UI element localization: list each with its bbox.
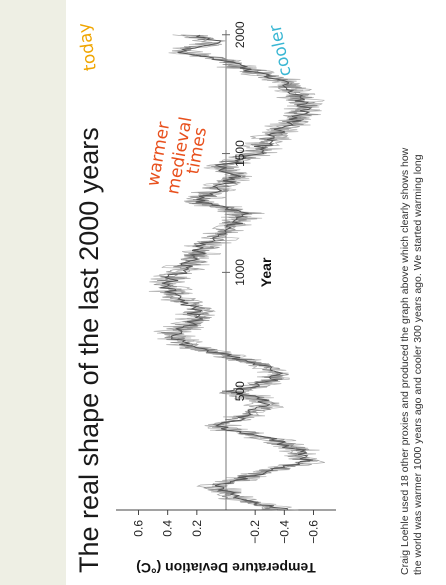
side-panel [0,0,66,585]
chart: Temperature Deviation (°C) Year warmer m… [66,0,446,585]
annotation-today: today [74,21,101,72]
y-tick-label: 0.4 [161,520,175,537]
caption: Craig Loehle used 18 other proxies and p… [399,5,425,575]
x-tick-label: 500 [233,381,247,401]
caption-line-1: Craig Loehle used 18 other proxies and p… [399,5,412,575]
annotation-cooler: cooler [265,23,295,78]
x-axis-title: Year [258,257,274,287]
rotated-page: The real shape of the last 2000 years Te… [66,0,446,585]
y-tick-label: −0.4 [277,520,291,544]
x-tick-label: 1000 [233,259,247,286]
x-tick-label: 1500 [233,140,247,167]
y-tick-label: 0.6 [132,520,146,537]
y-axis-title: Temperature Deviation (°C) [136,560,316,576]
caption-line-2: the world was warmer 1000 years ago and … [412,5,425,575]
y-tick-label: 0.2 [190,520,204,537]
y-tick-label: −0.6 [307,520,321,544]
y-tick-label: −0.2 [248,520,262,544]
x-tick-label: 2000 [233,21,247,48]
chart-layer: Temperature Deviation (°C) Year warmer m… [74,21,336,576]
